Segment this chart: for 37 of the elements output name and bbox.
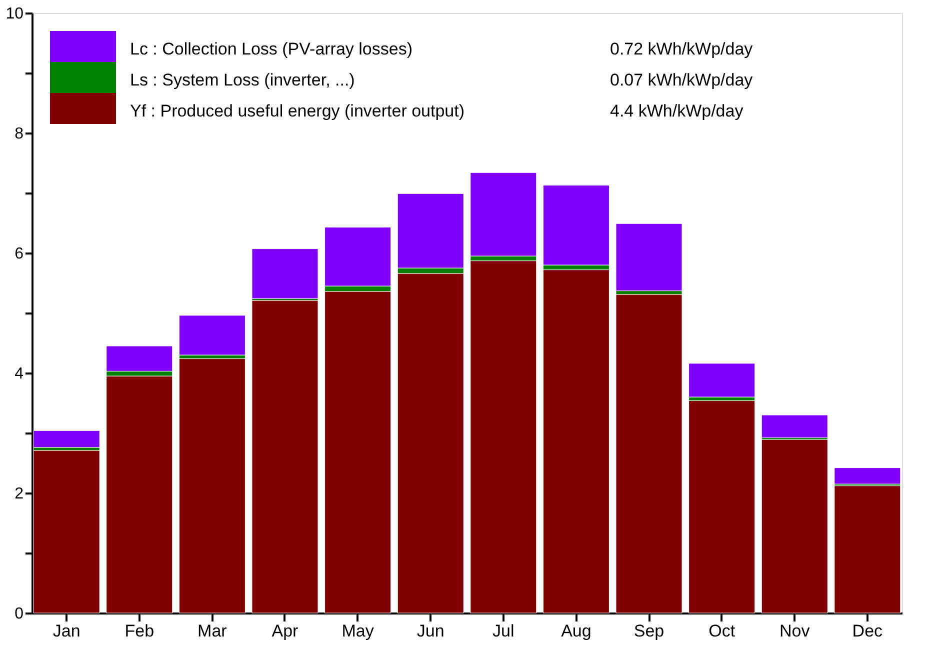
y-tick-label: 6 bbox=[14, 246, 24, 262]
bar bbox=[33, 430, 100, 448]
x-tick-label: Feb bbox=[124, 622, 154, 640]
x-tick-label: Mar bbox=[198, 622, 228, 640]
x-tick-label: Jan bbox=[52, 622, 80, 640]
x-tick-label: Nov bbox=[780, 622, 810, 640]
x-tick-label: Aug bbox=[561, 622, 592, 640]
legend-label: Lc : Collection Loss (PV-array losses) bbox=[130, 40, 412, 58]
x-tick-label: May bbox=[342, 622, 374, 640]
bar bbox=[106, 376, 173, 614]
x-tick-label: Jul bbox=[492, 622, 514, 640]
bar bbox=[616, 223, 682, 292]
bar bbox=[688, 363, 756, 398]
legend-label: Ls : System Loss (inverter, ...) bbox=[130, 70, 355, 90]
bar bbox=[761, 439, 828, 614]
x-tick-label: Jun bbox=[416, 622, 444, 640]
y-tick-label: 2 bbox=[14, 486, 24, 502]
bar bbox=[616, 294, 682, 614]
bar bbox=[178, 358, 246, 614]
x-tick-label: Oct bbox=[708, 622, 736, 640]
x-tick-label: Sep bbox=[634, 622, 664, 640]
y-tick-label: 8 bbox=[14, 126, 24, 142]
bar bbox=[178, 315, 246, 356]
bar bbox=[33, 450, 100, 614]
annotation: 4.4 kWh/kWp/day bbox=[610, 102, 744, 120]
bar bbox=[542, 270, 610, 614]
x-tick-label: Dec bbox=[852, 622, 884, 640]
x-tick-label: Apr bbox=[272, 622, 299, 640]
bar bbox=[688, 400, 756, 614]
y-tick-label: 10 bbox=[6, 6, 24, 22]
legend-label: Yf : Produced useful energy (inverter output) bbox=[130, 102, 465, 120]
y-tick-label: 0 bbox=[14, 606, 24, 622]
bar bbox=[470, 260, 537, 614]
y-tick-label: 4 bbox=[14, 366, 24, 382]
annotation: 0.07 kWh/kWp/day bbox=[610, 70, 754, 90]
bar bbox=[761, 414, 828, 438]
annotation: 0.72 kWh/kWp/day bbox=[610, 40, 754, 58]
